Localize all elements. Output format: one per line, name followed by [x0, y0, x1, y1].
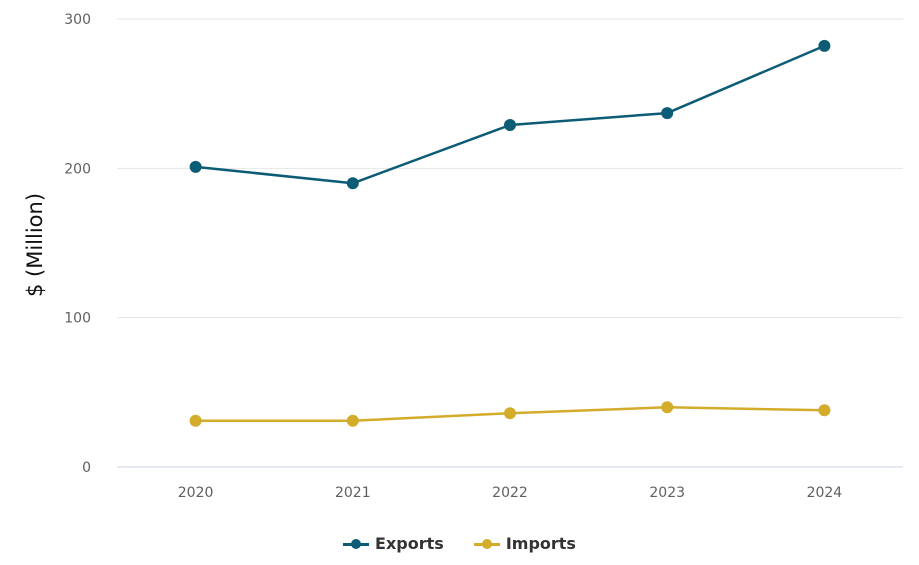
line-chart: 0 100 200 300 2020 2021 2022 2023 2024 $ (Milli… — [23, 12, 903, 501]
legend-marker-icon — [473, 538, 500, 550]
legend-label: Exports — [375, 534, 444, 553]
y-tick-label: 0 — [82, 460, 91, 476]
data-point[interactable] — [346, 414, 359, 427]
x-tick-label: 2022 — [492, 485, 528, 501]
y-tick-label: 200 — [64, 161, 91, 177]
series-exports — [189, 39, 831, 190]
data-point[interactable] — [818, 404, 831, 417]
legend-label: Imports — [505, 534, 576, 553]
data-point[interactable] — [189, 414, 202, 427]
data-point[interactable] — [818, 39, 831, 52]
legend-marker-icon — [343, 538, 370, 550]
series-imports — [189, 401, 831, 427]
y-axis-label: $ (Million) — [23, 193, 47, 297]
y-axis-ticks: 0 100 200 300 — [64, 12, 91, 476]
data-point[interactable] — [504, 119, 516, 132]
x-tick-label: 2021 — [335, 485, 371, 501]
x-tick-label: 2024 — [807, 485, 843, 501]
legend: Exports Imports — [0, 534, 919, 553]
data-point[interactable] — [661, 401, 674, 414]
data-point[interactable] — [189, 160, 202, 173]
series-group — [189, 39, 831, 427]
x-tick-label: 2020 — [178, 485, 214, 501]
x-axis-ticks: 2020 2021 2022 2023 2024 — [178, 485, 843, 501]
y-tick-label: 300 — [64, 12, 91, 28]
legend-item-exports[interactable]: Exports — [343, 534, 444, 553]
data-point[interactable] — [504, 407, 516, 420]
data-point[interactable] — [661, 107, 674, 120]
y-tick-label: 100 — [64, 311, 91, 327]
x-tick-label: 2023 — [649, 485, 685, 501]
data-point[interactable] — [346, 177, 359, 190]
legend-item-imports[interactable]: Imports — [473, 534, 576, 553]
gridlines — [117, 18, 903, 468]
